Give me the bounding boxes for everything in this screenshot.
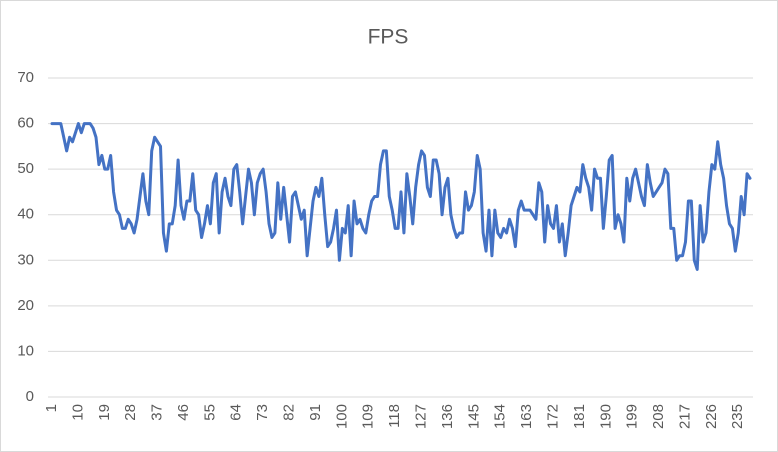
y-tick-label: 40	[17, 206, 34, 223]
x-tick-label: 163	[518, 404, 535, 429]
x-tick-label: 172	[544, 404, 561, 429]
x-tick-label: 73	[254, 404, 271, 421]
x-tick-label: 82	[281, 404, 298, 421]
y-tick-label: 60	[17, 115, 34, 132]
x-tick-label: 181	[571, 404, 588, 429]
y-tick-label: 20	[17, 297, 34, 314]
x-tick-label: 208	[650, 404, 667, 429]
y-tick-label: 70	[17, 69, 34, 86]
x-tick-label: 55	[201, 404, 218, 421]
x-tick-label: 37	[149, 404, 166, 421]
x-tick-label: 235	[729, 404, 746, 429]
x-tick-label: 226	[703, 404, 720, 429]
x-tick-label: 91	[307, 404, 324, 421]
x-tick-label: 100	[333, 404, 350, 429]
x-tick-label: 154	[492, 404, 509, 429]
x-tick-label: 118	[386, 404, 403, 428]
chart-title: FPS	[368, 26, 409, 49]
x-tick-label: 46	[175, 404, 192, 421]
x-tick-label: 1	[43, 404, 60, 412]
x-tick-label: 28	[122, 404, 139, 421]
x-tick-label: 145	[465, 404, 482, 429]
x-tick-label: 136	[439, 404, 456, 429]
x-tick-label: 127	[412, 404, 429, 429]
x-tick-label: 64	[228, 404, 245, 421]
x-tick-label: 190	[597, 404, 614, 429]
y-tick-label: 10	[17, 342, 34, 359]
x-tick-label: 109	[360, 404, 377, 429]
x-tick-label: 217	[676, 404, 693, 429]
y-tick-label: 30	[17, 251, 34, 268]
data-line	[50, 122, 752, 271]
x-tick-label: 10	[69, 404, 86, 421]
y-tick-label: 0	[26, 388, 34, 405]
y-tick-label: 50	[17, 160, 34, 177]
x-tick-label: 199	[624, 404, 641, 429]
x-tick-label: 19	[96, 404, 113, 421]
